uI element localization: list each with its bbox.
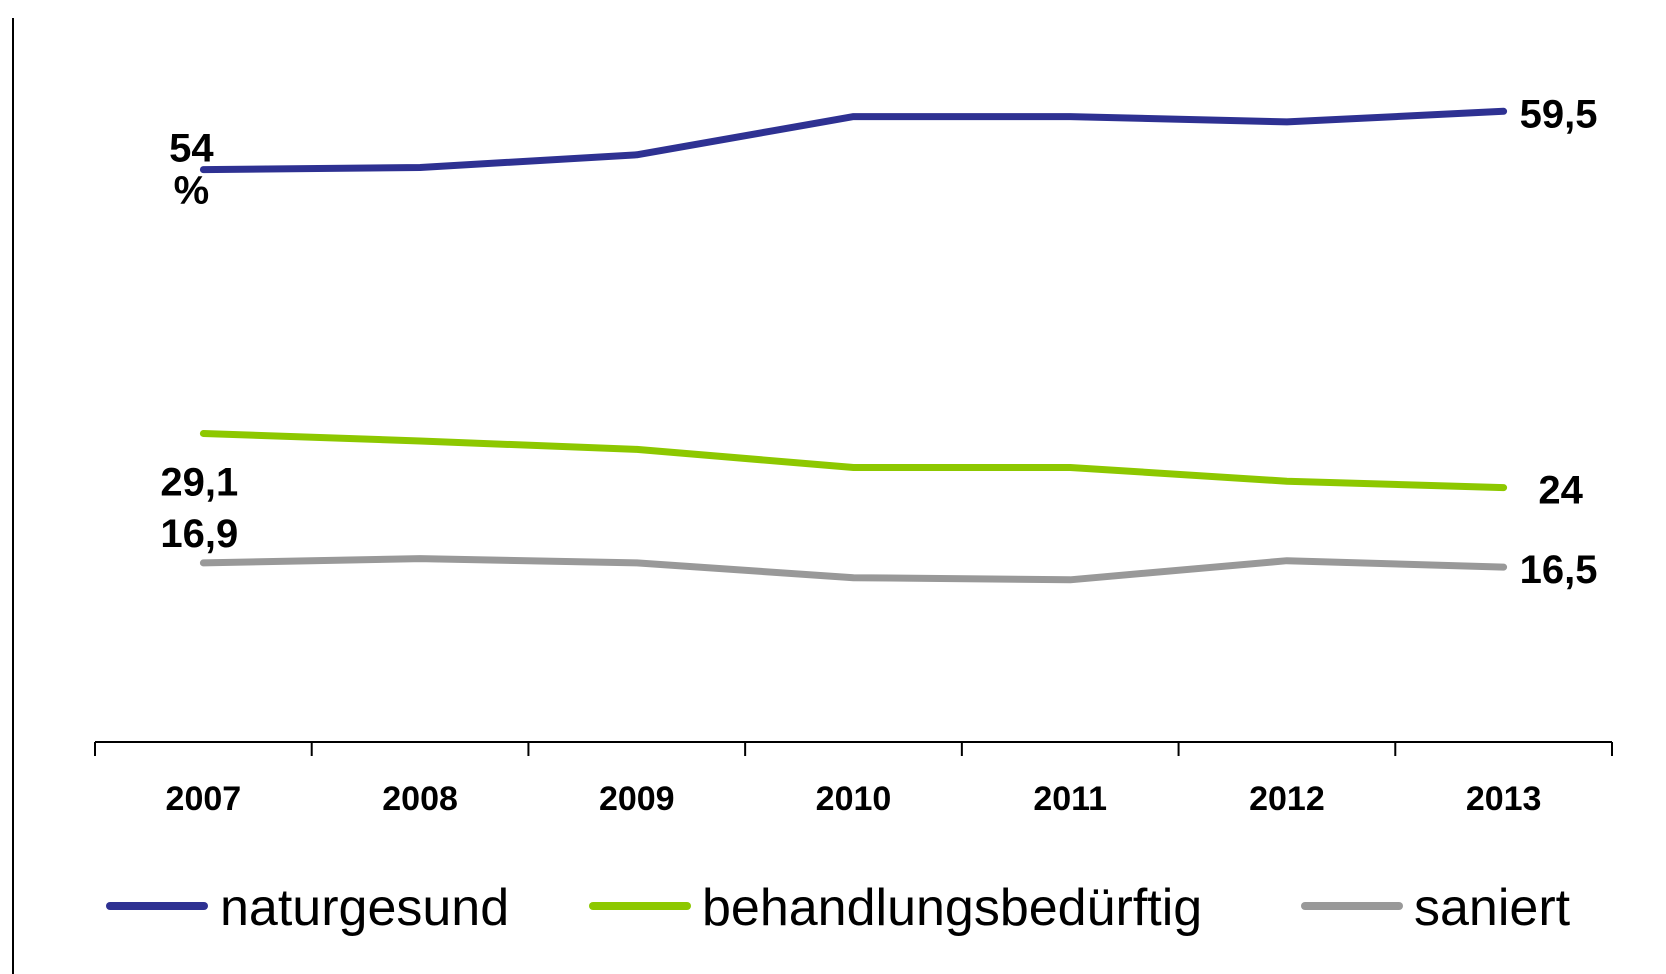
x-tick-label: 2009 bbox=[599, 780, 675, 818]
end-label-behandlungsbeduerftig: 24 bbox=[1538, 469, 1583, 513]
legend-label-saniert: saniert bbox=[1414, 879, 1571, 937]
start-label-naturgesund: 54 bbox=[169, 127, 214, 171]
series-lines bbox=[199, 107, 1508, 584]
x-tick-label: 2007 bbox=[166, 780, 242, 818]
x-tick-label: 2012 bbox=[1249, 780, 1325, 818]
x-axis-ticks bbox=[94, 742, 1613, 756]
x-tick-label: 2008 bbox=[382, 780, 458, 818]
legend: naturgesund behandlungsbedürftig saniert bbox=[106, 879, 1571, 937]
x-axis-tick-labels: 2007 2008 2009 2010 2011 2012 2013 bbox=[166, 780, 1542, 818]
x-tick-label: 2013 bbox=[1466, 780, 1542, 818]
end-label-naturgesund: 59,5 bbox=[1520, 92, 1598, 136]
legend-label-naturgesund: naturgesund bbox=[220, 879, 509, 937]
start-label-percent: % bbox=[174, 169, 210, 213]
legend-label-behandlungsbed-rftig: behandlungsbedürftig bbox=[702, 879, 1202, 937]
data-labels: 54% 59,5 29,1 24 16,9 16,5 bbox=[160, 92, 1597, 592]
x-tick-label: 2010 bbox=[816, 780, 892, 818]
series-line-behandlungsbed-rftig bbox=[199, 430, 1508, 492]
end-label-saniert: 16,5 bbox=[1520, 548, 1598, 592]
start-label-saniert: 16,9 bbox=[160, 512, 238, 556]
series-line-saniert bbox=[199, 555, 1508, 584]
start-label-behandlungsbeduerftig: 29,1 bbox=[160, 461, 238, 505]
series-line-naturgesund bbox=[199, 107, 1508, 174]
x-tick-label: 2011 bbox=[1033, 780, 1107, 818]
